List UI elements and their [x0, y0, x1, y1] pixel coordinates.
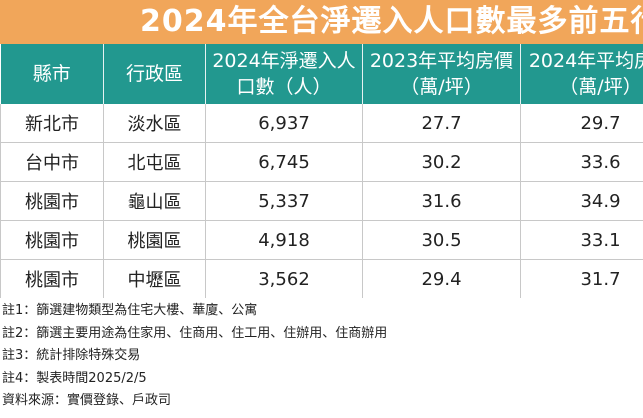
- table-row: 桃園市 桃園區 4,918 30.5 33.1: [0, 220, 643, 260]
- cell-district: 淡水區: [103, 104, 206, 143]
- header-net-migration: 2024年淨遷入人 口數（人）: [205, 44, 363, 104]
- table-title: 2024年全台淨遷入人口數最多前五行政區: [140, 4, 643, 39]
- header-city: 縣市: [0, 44, 104, 104]
- cell-net-migration: 6,745: [205, 142, 363, 182]
- table-row: 桃園市 中壢區 3,562 29.4 31.7: [0, 259, 643, 298]
- header-price-2024: 2024年平均房價 （萬/坪）: [520, 44, 643, 104]
- header-district-label: 行政區: [125, 63, 183, 85]
- cell-price-2024: 33.1: [520, 220, 643, 260]
- cell-district: 中壢區: [103, 259, 206, 298]
- header-net-migration-line1: 2024年淨遷入人: [212, 50, 356, 72]
- table-row: 桃園市 龜山區 5,337 31.6 34.9: [0, 181, 643, 221]
- table-container: 縣市 行政區 2024年淨遷入人 口數（人） 2023年平均房價 （萬/坪） 202…: [0, 44, 643, 298]
- cell-district: 北屯區: [103, 142, 206, 182]
- cell-price-2023: 29.4: [362, 259, 521, 298]
- table-row: 新北市 淡水區 6,937 27.7 29.7: [0, 104, 643, 143]
- header-row: 縣市 行政區 2024年淨遷入人 口數（人） 2023年平均房價 （萬/坪） 202…: [0, 44, 643, 104]
- title-banner: 2024年全台淨遷入人口數最多前五行政區: [0, 0, 643, 44]
- cell-price-2024: 29.7: [520, 104, 643, 143]
- data-source: 資料來源：實價登錄、戶政司: [2, 393, 172, 408]
- header-city-label: 縣市: [32, 63, 71, 85]
- header-price-2023-line2: （萬/坪）: [400, 76, 483, 98]
- cell-city: 新北市: [0, 104, 104, 143]
- cell-price-2024: 33.6: [520, 142, 643, 182]
- cell-net-migration: 4,918: [205, 220, 363, 260]
- note-2: 註2：篩選主要用途為住家用、住商用、住工用、住辦用、住商辦用: [2, 325, 388, 341]
- header-district: 行政區: [103, 44, 206, 104]
- migration-table: 縣市 行政區 2024年淨遷入人 口數（人） 2023年平均房價 （萬/坪） 202…: [0, 44, 643, 298]
- cell-price-2023: 30.5: [362, 220, 521, 260]
- cell-price-2023: 30.2: [362, 142, 521, 182]
- cell-price-2024: 34.9: [520, 181, 643, 221]
- note-1: 註1：篩選建物類型為住宅大樓、華廈、公寓: [2, 303, 258, 318]
- header-price-2023: 2023年平均房價 （萬/坪）: [362, 44, 521, 104]
- cell-net-migration: 3,562: [205, 259, 363, 298]
- header-price-2024-line1: 2024年平均房價: [528, 50, 643, 72]
- cell-district: 桃園區: [103, 220, 206, 260]
- header-price-2024-line2: （萬/坪）: [559, 76, 642, 98]
- cell-city: 桃園市: [0, 259, 104, 298]
- note-4: 註4：製表時間2025/2/5: [2, 370, 147, 386]
- header-price-2023-line1: 2023年平均房價: [369, 50, 514, 72]
- cell-net-migration: 6,937: [205, 104, 363, 143]
- header-net-migration-line2: 口數（人）: [236, 76, 332, 98]
- cell-price-2024: 31.7: [520, 259, 643, 298]
- cell-city: 台中市: [0, 142, 104, 182]
- note-3: 註3：統計排除特殊交易: [2, 348, 141, 363]
- footnotes: 註1：篩選建物類型為住宅大樓、華廈、公寓 註2：篩選主要用途為住家用、住商用、住…: [2, 300, 642, 413]
- cell-net-migration: 5,337: [205, 181, 363, 221]
- table-row: 台中市 北屯區 6,745 30.2 33.6: [0, 142, 643, 182]
- cell-city: 桃園市: [0, 181, 104, 221]
- cell-price-2023: 31.6: [362, 181, 521, 221]
- cell-price-2023: 27.7: [362, 104, 521, 143]
- cell-city: 桃園市: [0, 220, 104, 260]
- cell-district: 龜山區: [103, 181, 206, 221]
